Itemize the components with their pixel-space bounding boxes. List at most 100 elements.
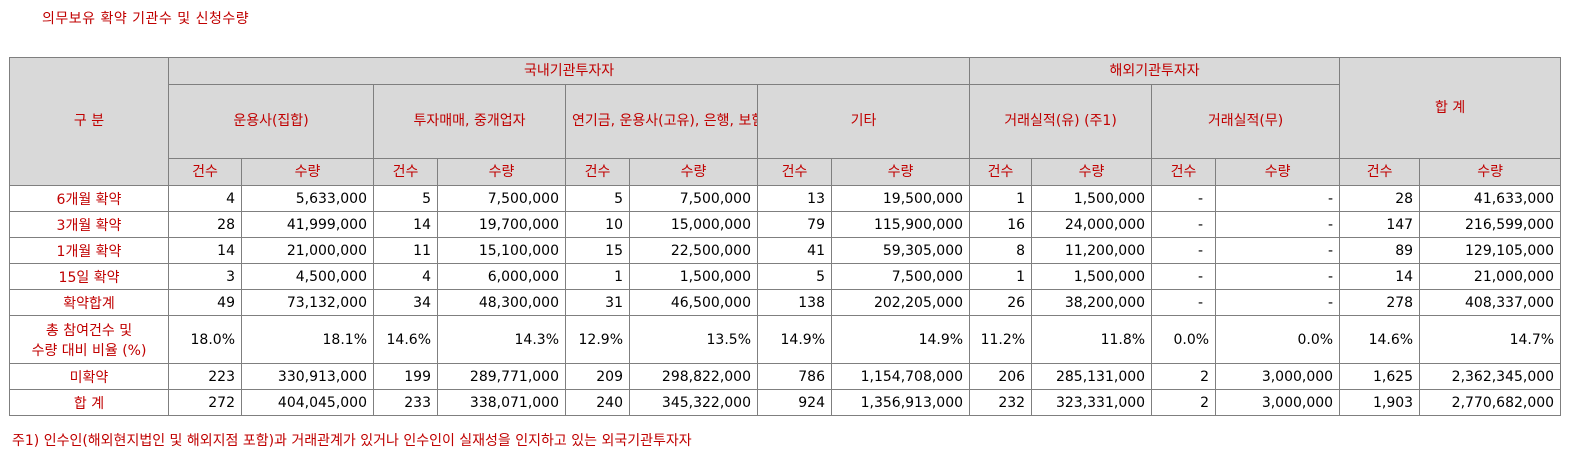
quantity-cell: 18.1%: [241, 315, 374, 364]
quantity-cell: 338,071,000: [437, 389, 566, 416]
count-cell: 1: [565, 263, 630, 290]
count-cell: 49: [168, 289, 242, 316]
count-cell: 4: [168, 185, 242, 212]
count-cell: -: [1151, 263, 1217, 290]
quantity-cell: 1,500,000: [1031, 185, 1153, 212]
count-cell: 79: [757, 211, 832, 238]
header-count: 건수: [168, 158, 242, 186]
quantity-cell: 21,000,000: [241, 237, 374, 264]
table-row: 1개월 확약 14 21,000,000 11 15,100,000 15 22,500,0…: [9, 237, 1562, 264]
header-group: 기타: [756, 84, 971, 159]
count-cell: -: [1151, 211, 1217, 238]
header-group: 운용사(집합): [168, 84, 374, 159]
quantity-cell: 1,500,000: [629, 263, 758, 290]
row-label: 3개월 확약: [9, 211, 169, 238]
quantity-cell: 41,999,000: [241, 211, 374, 238]
quantity-cell: 7,500,000: [629, 185, 758, 212]
table-row: 미확약 223 330,913,000 199 289,771,000 209 298,82…: [9, 363, 1562, 390]
header-count: 건수: [757, 158, 832, 186]
count-cell: 18.0%: [168, 315, 242, 364]
header-group: 거래실적(무): [1151, 84, 1341, 159]
lockup-table: 구 분 국내기관투자자 해외기관투자자 합 계 운용사(집합) 투자매매, 중개…: [9, 57, 1562, 416]
header-count: 건수: [373, 158, 438, 186]
count-cell: 138: [757, 289, 832, 316]
count-cell: 232: [969, 389, 1033, 416]
quantity-cell: 129,105,000: [1419, 237, 1562, 264]
quantity-cell: 1,154,708,000: [830, 363, 971, 390]
count-cell: 34: [373, 289, 438, 316]
count-cell: 278: [1339, 289, 1421, 316]
table-row: 합 계 272 404,045,000 233 338,071,000 240 345,32…: [9, 389, 1562, 416]
quantity-cell: 11,200,000: [1031, 237, 1153, 264]
header-foreign: 해외기관투자자: [969, 57, 1341, 85]
quantity-cell: 19,500,000: [830, 185, 971, 212]
quantity-cell: 14.3%: [437, 315, 566, 364]
quantity-cell: 21,000,000: [1419, 263, 1562, 290]
quantity-cell: 14.7%: [1419, 315, 1562, 364]
count-cell: 28: [1339, 185, 1421, 212]
quantity-cell: 4,500,000: [241, 263, 374, 290]
quantity-cell: 0.0%: [1215, 315, 1341, 364]
header-group: 연기금, 운용사(고유), 은행, 보험: [565, 84, 758, 159]
count-cell: 14: [1339, 263, 1421, 290]
count-cell: 5: [757, 263, 832, 290]
count-cell: 272: [168, 389, 242, 416]
count-cell: 16: [969, 211, 1033, 238]
header-quantity: 수량: [437, 158, 566, 186]
count-cell: 1: [969, 185, 1033, 212]
count-cell: 5: [565, 185, 630, 212]
row-label: 합 계: [9, 389, 169, 416]
quantity-cell: 38,200,000: [1031, 289, 1153, 316]
count-cell: 28: [168, 211, 242, 238]
count-cell: 26: [969, 289, 1033, 316]
table-row: 총 참여건수 및 수량 대비 비율 (%) 18.0% 18.1% 14.6% 14.3%…: [9, 315, 1562, 364]
header-domestic: 국내기관투자자: [167, 57, 971, 85]
count-cell: 11.2%: [969, 315, 1033, 364]
quantity-cell: -: [1215, 263, 1341, 290]
count-cell: 223: [168, 363, 242, 390]
footnote: 주1) 인수인(해외현지법인 및 해외지점 포함)과 거래관계가 있거나 인수인…: [12, 433, 692, 449]
header-quantity: 수량: [629, 158, 758, 186]
quantity-cell: 330,913,000: [241, 363, 374, 390]
count-cell: -: [1151, 185, 1217, 212]
count-cell: 924: [757, 389, 832, 416]
count-cell: 786: [757, 363, 832, 390]
page-title: 의무보유 확약 기관수 및 신청수량: [42, 11, 250, 27]
count-cell: 31: [565, 289, 630, 316]
quantity-cell: 216,599,000: [1419, 211, 1562, 238]
table-row: 6개월 확약 4 5,633,000 5 7,500,000 5 7,500,000 13 19…: [9, 185, 1562, 212]
quantity-cell: 115,900,000: [830, 211, 971, 238]
header-count: 건수: [1339, 158, 1421, 186]
row-label: 미확약: [9, 363, 169, 390]
header-quantity: 수량: [830, 158, 971, 186]
count-cell: 14: [168, 237, 242, 264]
quantity-cell: 408,337,000: [1419, 289, 1562, 316]
quantity-cell: 11.8%: [1031, 315, 1153, 364]
quantity-cell: 6,000,000: [437, 263, 566, 290]
count-cell: 13: [757, 185, 832, 212]
row-label: 15일 확약: [9, 263, 169, 290]
count-cell: 4: [373, 263, 438, 290]
count-cell: 14: [373, 211, 438, 238]
count-cell: 8: [969, 237, 1033, 264]
count-cell: 10: [565, 211, 630, 238]
count-cell: 14.6%: [373, 315, 438, 364]
quantity-cell: 13.5%: [629, 315, 758, 364]
quantity-cell: 1,500,000: [1031, 263, 1153, 290]
quantity-cell: 15,100,000: [437, 237, 566, 264]
quantity-cell: 3,000,000: [1215, 363, 1341, 390]
quantity-cell: 298,822,000: [629, 363, 758, 390]
count-cell: 1,625: [1339, 363, 1421, 390]
header-quantity: 수량: [241, 158, 374, 186]
count-cell: 2: [1151, 363, 1217, 390]
count-cell: 89: [1339, 237, 1421, 264]
count-cell: 5: [373, 185, 438, 212]
count-cell: 0.0%: [1151, 315, 1217, 364]
header-total: 합 계: [1339, 57, 1562, 159]
quantity-cell: 46,500,000: [629, 289, 758, 316]
table-row: 15일 확약 3 4,500,000 4 6,000,000 1 1,500,000 5 7,5…: [9, 263, 1562, 290]
quantity-cell: 285,131,000: [1031, 363, 1153, 390]
header-count: 건수: [1151, 158, 1217, 186]
quantity-cell: -: [1215, 185, 1341, 212]
quantity-cell: 14.9%: [830, 315, 971, 364]
